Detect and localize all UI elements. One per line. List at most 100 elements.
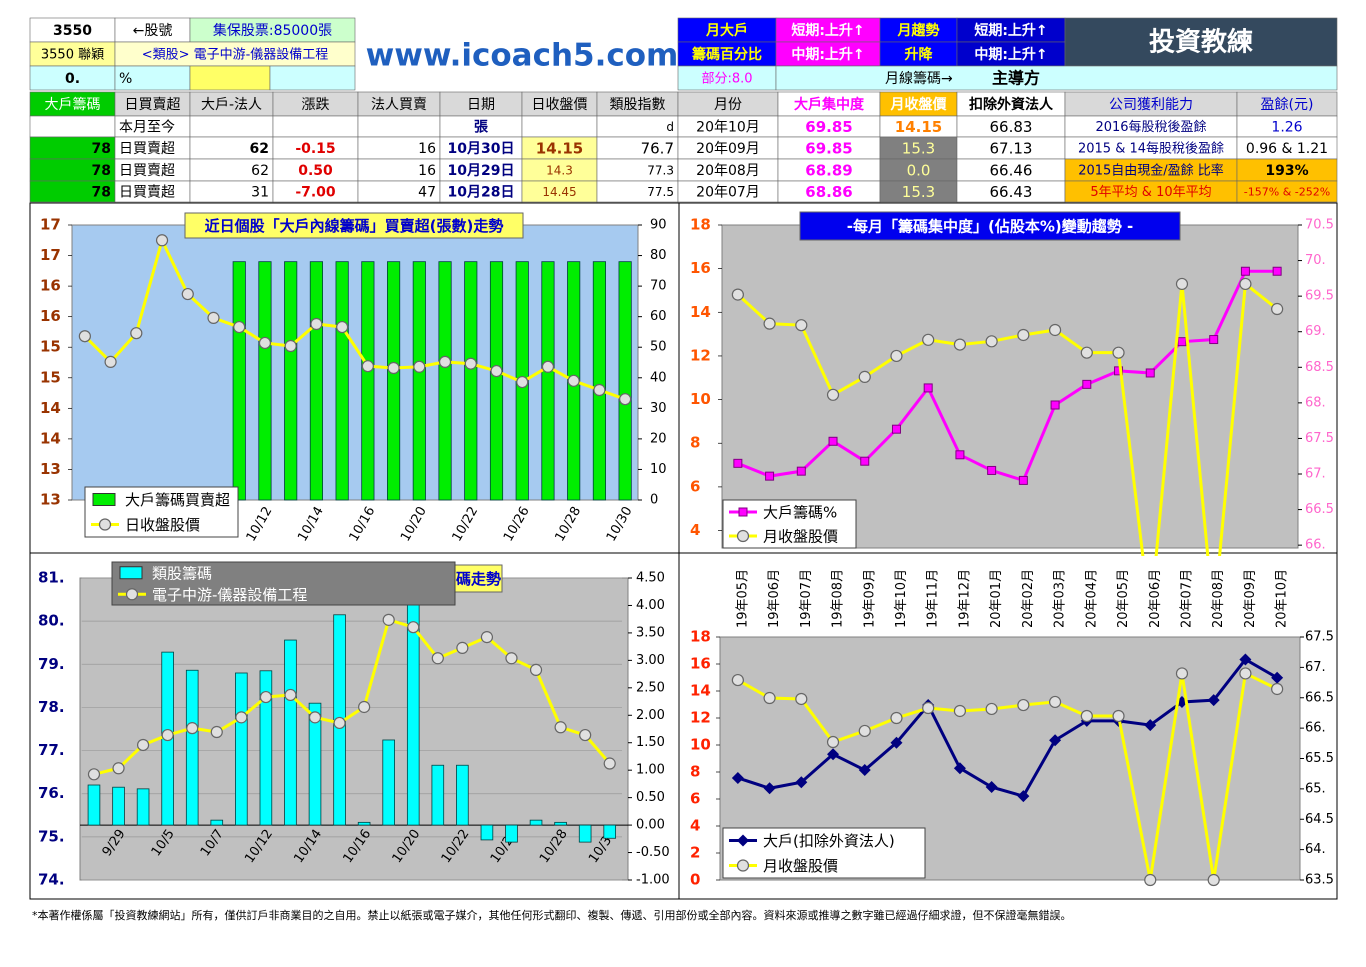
y2-tick-label: 70 [650,279,667,294]
line-marker [1207,873,1220,887]
line-marker [505,652,518,665]
cell-text: 47 [418,185,436,201]
column-header: 月收盤價 [890,96,948,113]
cell [596,91,679,117]
line-marker [112,762,125,775]
y2-tick-label: 2.00 [636,708,665,723]
legend [722,827,926,879]
y2-tick-label: -0.50 [636,845,670,860]
y-tick-label: 17 [40,216,61,234]
line-marker [1018,475,1028,485]
line-marker [923,383,933,393]
y2-tick-label: 67. [1305,660,1326,675]
bar [235,672,248,826]
line-marker [736,859,750,872]
line-marker [763,317,776,330]
line-marker [985,781,998,794]
y-tick-label: 75. [38,827,65,845]
cell [775,17,881,43]
y-tick-label: 13 [40,460,61,478]
line-marker [490,364,503,378]
bar [489,261,504,501]
legend-label: 大戶籌碼% [763,504,837,522]
legend-label: 月收盤股價 [763,528,838,546]
y-tick-label: 18 [690,216,711,234]
legend-label: 日收盤股價 [125,516,200,534]
line-marker [731,673,744,687]
line-marker [541,360,555,373]
line-marker [235,711,248,724]
line-marker [1017,328,1030,342]
line-marker [308,711,322,724]
line-marker [258,336,272,350]
y-tick-label: 76. [38,784,65,802]
bar [554,821,567,826]
bar [541,261,555,501]
cell [29,115,116,138]
site-logo: www.icoach5.com [366,38,679,74]
series-layer [731,266,1284,556]
line-marker [529,663,543,676]
title-box [184,212,524,239]
line-marker [125,588,139,601]
x-tick-label: 20年08月 [1211,569,1226,628]
column-header: 扣除外資法人 [969,96,1054,113]
cell-text: 78 [92,141,111,157]
line-marker [310,317,323,331]
cell-text: 68.89 [805,162,852,180]
cell [272,91,359,117]
column-header: 日買賣超 [125,97,181,113]
bar [592,261,606,501]
cell-text: 69.85 [805,118,852,136]
legend-swatch [92,493,116,506]
cell-text: 20年07月 [696,185,760,201]
y2-tick-label: 3.00 [636,653,665,668]
cell-text: 0.0 [907,162,931,180]
line-series [93,617,611,776]
cell-text: 77.5 [647,185,674,199]
cell [272,115,359,138]
cell [269,65,356,91]
line-marker [1272,266,1282,276]
chart-title: 近日個股「大戶內線籌碼」買賣超(張數)走勢 [205,217,504,235]
bar [87,784,101,826]
y-tick-label: 6 [690,477,700,495]
line-marker [922,701,935,715]
column-header: 日期 [467,97,495,113]
series-layer [78,234,632,501]
line-marker [731,288,744,301]
cell [1064,17,1338,67]
line-marker [1271,671,1284,684]
line-marker [985,702,998,716]
cell-text: 5年平均 & 10年平均 [1090,185,1211,200]
cell [1064,91,1238,117]
y2-tick-label: 66.5 [1305,690,1334,705]
y-tick-label: 79. [38,655,65,673]
line-marker [567,374,580,387]
line-series [83,236,626,401]
y2-tick-label: 69. [1305,324,1326,339]
cell-text: 日買賣超 [119,163,175,179]
line-marker [284,688,297,702]
y2-tick-label: 70.5 [1305,218,1334,233]
cell-text: -7.00 [295,185,336,201]
bar [335,261,349,501]
y2-tick-label: 60 [650,309,667,324]
cell-text: 1.26 [1271,120,1302,136]
cell [357,91,441,117]
line-marker [796,466,806,476]
line-marker [78,330,91,343]
y2-tick-label: 80 [650,248,667,263]
cell [29,41,116,67]
line-marker [361,360,374,373]
y-tick-label: 14 [40,429,61,447]
line-marker [619,393,632,406]
cell [1236,180,1338,203]
line-marker [207,311,220,324]
cell-text: 14.45 [542,185,576,199]
line-marker [1049,734,1062,747]
y-tick-label: 16 [40,277,61,295]
line-marker [733,458,743,468]
series-layer [731,653,1284,887]
line-marker [1017,790,1030,803]
